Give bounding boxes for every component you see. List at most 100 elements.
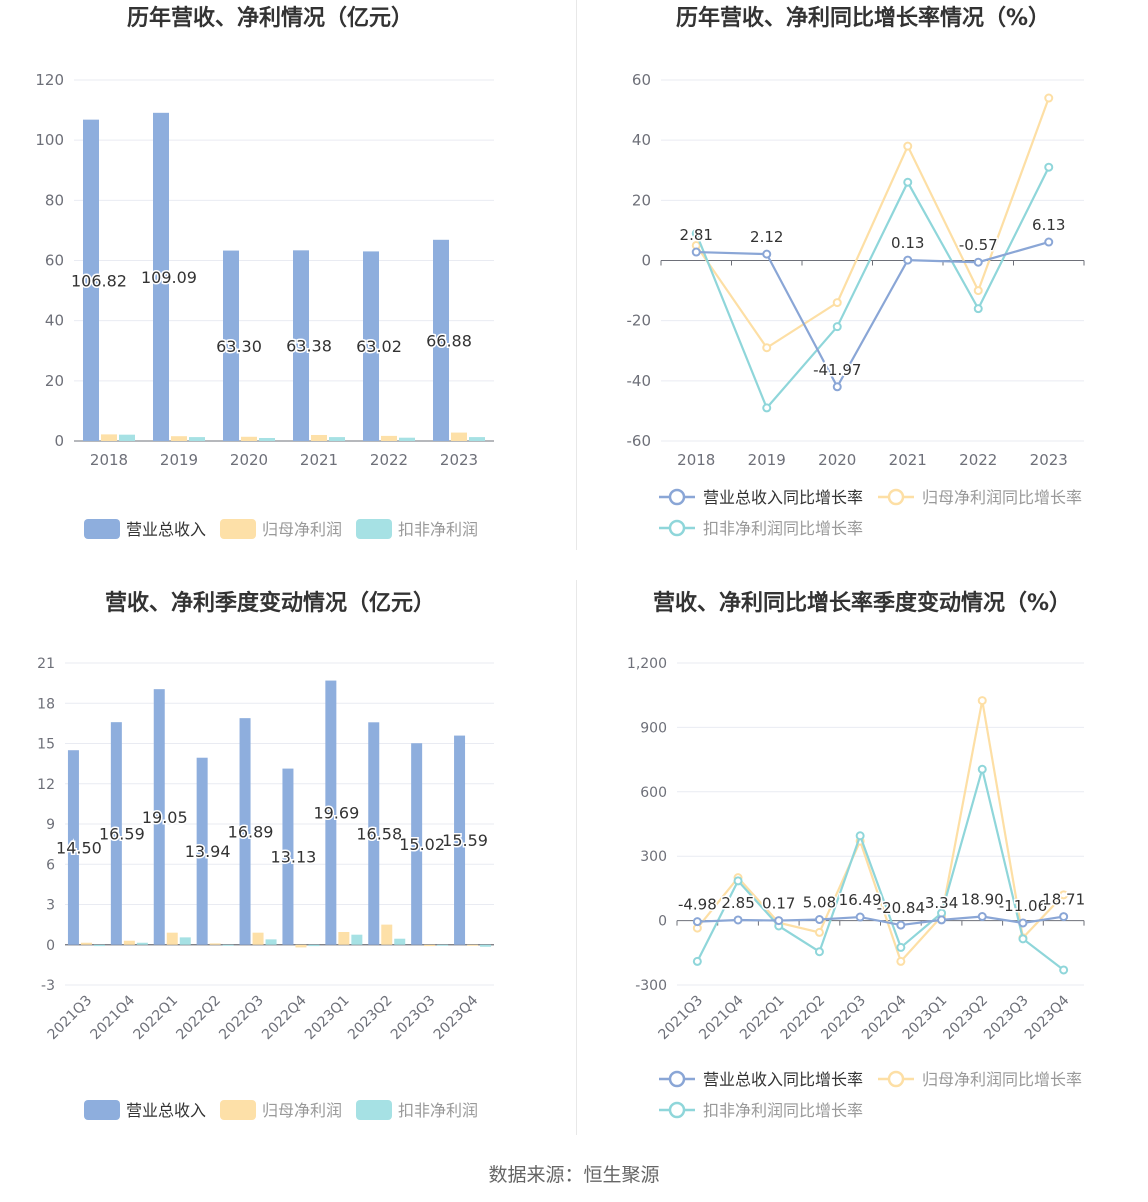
x-tick-label: 2023 (440, 451, 478, 469)
bar-deducted-profit (399, 437, 415, 441)
line-value-label: 3.34 (925, 894, 958, 912)
legend-label: 营业总收入 (126, 520, 206, 539)
chart-title: 历年营收、净利同比增长率情况（%） (676, 5, 1050, 31)
legend-swatch (220, 1100, 256, 1120)
data-point (903, 255, 913, 265)
bar-net-profit (123, 940, 135, 945)
line-value-label: 18.71 (1042, 891, 1085, 909)
y-tick-label: 600 (640, 785, 667, 801)
data-point (896, 956, 906, 966)
x-tick-label: 2020 (818, 451, 856, 469)
x-tick-label: 2023Q3 (981, 993, 1032, 1044)
bar-net-profit (171, 436, 187, 441)
bar-revenue (411, 743, 423, 945)
bar-revenue (239, 718, 251, 945)
bar-deducted-profit (189, 437, 205, 441)
bar-revenue (153, 112, 169, 441)
bar-net-profit (338, 932, 350, 945)
y-tick-label: 6 (46, 857, 55, 873)
x-tick-label: 2019 (160, 451, 198, 469)
y-tick-label: 20 (45, 372, 64, 390)
x-tick-label: 2023Q1 (900, 993, 951, 1044)
bar-net-profit (381, 435, 397, 441)
legend-marker (887, 1070, 905, 1088)
bar-value-label: 63.02 (356, 337, 402, 356)
data-point (733, 876, 743, 886)
y-tick-label: 9 (46, 817, 55, 833)
vertical-divider-bottom (576, 580, 577, 1135)
line-value-label: 2.12 (750, 228, 783, 246)
data-point (855, 831, 865, 841)
bar-value-label: 109.09 (141, 268, 197, 287)
bar-revenue (223, 250, 239, 441)
y-tick-label: 20 (632, 191, 651, 209)
bar-value-label: 19.05 (142, 808, 188, 827)
legend-label: 扣非净利润 (398, 1101, 478, 1120)
bar-deducted-profit (265, 939, 277, 945)
y-tick-label: -20 (627, 312, 652, 330)
y-tick-label: 60 (45, 252, 64, 270)
bar-deducted-profit (222, 944, 234, 946)
series-line-deducted-profit-growth (696, 764, 1065, 971)
bar-net-profit (166, 932, 178, 945)
bar-net-profit (381, 924, 393, 945)
data-point (832, 322, 842, 332)
x-tick-label: 2022Q1 (737, 993, 788, 1044)
x-tick-label: 2021 (300, 451, 338, 469)
legend-label: 营业总收入 (126, 1101, 206, 1120)
bar-deducted-profit (136, 942, 148, 945)
bar-deducted-profit (329, 437, 345, 441)
bar-net-profit (424, 944, 436, 947)
y-tick-label: -40 (627, 372, 652, 390)
data-point (762, 343, 772, 353)
bar-deducted-profit (437, 944, 449, 946)
vertical-divider-top (576, 0, 577, 550)
legend-swatch (84, 1100, 120, 1120)
line-value-label: 6.13 (1032, 216, 1065, 234)
x-tick-label: 2018 (90, 451, 128, 469)
y-tick-label: 0 (658, 914, 667, 930)
x-tick-label: 2022Q3 (216, 993, 267, 1044)
data-point (1059, 912, 1069, 922)
bar-net-profit (451, 432, 467, 441)
bar-value-label: 16.58 (356, 825, 402, 844)
y-tick-label: 120 (35, 71, 64, 89)
bar-value-label: 15.59 (442, 831, 488, 850)
bar-revenue (363, 251, 379, 441)
bar-deducted-profit (93, 944, 105, 947)
bar-revenue (282, 768, 294, 945)
bar-value-label: 66.88 (426, 331, 472, 350)
legend-label: 营业总收入同比增长率 (703, 1070, 863, 1089)
line-value-label: -0.57 (959, 236, 998, 254)
line-value-label: -41.97 (813, 361, 861, 379)
legend-label: 营业总收入同比增长率 (703, 488, 863, 507)
line-value-label: 2.85 (721, 894, 754, 912)
data-point (762, 403, 772, 413)
bar-revenue (293, 250, 309, 441)
bar-revenue (67, 750, 79, 945)
line-value-label: 5.08 (803, 894, 836, 912)
legend-swatch (84, 519, 120, 539)
data-point (1044, 93, 1054, 103)
data-point (814, 927, 824, 937)
data-point (896, 942, 906, 952)
legend-marker (668, 1070, 686, 1088)
legend-swatch (356, 519, 392, 539)
legend-marker (887, 488, 905, 506)
bar-deducted-profit (119, 434, 135, 441)
annual-revenue-profit-svg: 历年营收、净利情况（亿元） 0 20 40 60 80 100 120 2018 2019 2020… (35, 5, 494, 539)
data-point (903, 141, 913, 151)
y-tick-label: 12 (37, 777, 55, 793)
data-point (691, 228, 701, 238)
quarterly-revenue-profit-chart: 营收、净利季度变动情况（亿元） -3 0 3 6 9 12 15 18 21 2021Q3 2021Q… (0, 580, 575, 1140)
x-tick-label: 2023Q2 (940, 993, 991, 1044)
data-point (691, 247, 701, 257)
bar-net-profit (209, 943, 221, 945)
bar-revenue (196, 757, 208, 945)
data-point (896, 920, 906, 930)
x-tick-label: 2021Q3 (45, 993, 96, 1044)
x-tick-label: 2022Q3 (818, 993, 869, 1044)
data-point (973, 304, 983, 314)
line-value-label: 0.13 (891, 234, 924, 252)
bar-value-label: 16.59 (99, 824, 145, 843)
